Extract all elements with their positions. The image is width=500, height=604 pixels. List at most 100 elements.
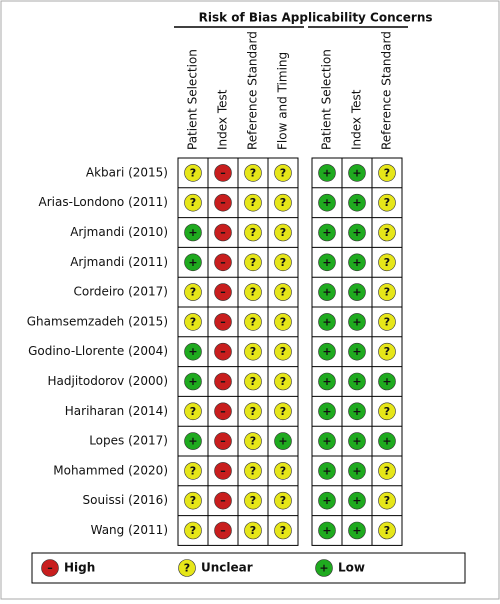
rating-circle: [214, 283, 232, 301]
rating-symbol: ?: [280, 405, 286, 418]
column-header: Flow and Timing: [276, 52, 290, 150]
rating-circle: [274, 164, 292, 182]
rating-symbol: +: [322, 405, 331, 418]
rating-symbol: +: [188, 435, 197, 448]
rating-circle: [184, 432, 202, 450]
rating-circle: [244, 164, 262, 182]
rating-symbol: ?: [280, 166, 286, 179]
column-header: Index Test: [216, 89, 230, 150]
rating-symbol: ?: [250, 196, 256, 209]
rating-circle: [214, 491, 232, 510]
rating-circle: [274, 342, 292, 361]
rating-circle: [318, 253, 336, 272]
rating-symbol: ?: [190, 524, 196, 537]
study-label: Ghamsemzadeh (2015): [27, 314, 168, 328]
rating-circle: [318, 223, 336, 242]
rating-symbol: +: [322, 375, 331, 388]
rating-symbol: +: [352, 345, 361, 358]
legend-circle: [41, 559, 59, 577]
rating-symbol: ?: [280, 464, 286, 477]
rating-circle: [378, 342, 396, 361]
rating-symbol: ?: [250, 375, 256, 388]
rating-symbol: ?: [384, 345, 390, 358]
rating-circle: [244, 462, 262, 480]
rating-circle: [274, 521, 292, 540]
rating-circle: [184, 372, 202, 391]
rating-symbol: –: [220, 524, 226, 537]
rating-symbol: ?: [250, 166, 256, 179]
rating-symbol: –: [220, 375, 226, 388]
rating-circle: [348, 521, 366, 540]
column-header: Reference Standard: [380, 31, 394, 150]
rating-circle: [244, 313, 262, 331]
column-header: Index Test: [350, 89, 364, 150]
rating-circle: [318, 491, 336, 510]
study-label: Akbari (2015): [86, 165, 168, 179]
rating-symbol: +: [322, 286, 331, 299]
rating-circle: [378, 223, 396, 242]
rating-circle: [318, 342, 336, 361]
rating-circle: [244, 253, 262, 272]
rating-circle: [348, 164, 366, 182]
legend-label: Low: [338, 561, 365, 575]
rating-circle: [244, 342, 262, 361]
rating-circle: [318, 313, 336, 331]
rating-symbol: ?: [280, 494, 286, 507]
rating-circle: [318, 193, 336, 212]
column-header: Patient Selection: [186, 49, 200, 150]
rating-symbol: ?: [280, 226, 286, 239]
rating-circle: [244, 491, 262, 510]
rating-circle: [244, 432, 262, 450]
study-label: Mohammed (2020): [53, 463, 168, 477]
rating-symbol: +: [188, 345, 197, 358]
rating-circle: [184, 164, 202, 182]
rating-circle: [274, 193, 292, 212]
rating-symbol: +: [322, 464, 331, 477]
rating-circle: [378, 313, 396, 331]
rating-circle: [348, 491, 366, 510]
rating-circle: [378, 164, 396, 182]
rating-symbol: ?: [384, 494, 390, 507]
rating-circle: [318, 462, 336, 480]
rating-circle: [184, 313, 202, 331]
rating-circle: [274, 462, 292, 480]
rating-circle: [318, 372, 336, 391]
rating-circle: [214, 193, 232, 212]
rating-symbol: +: [352, 226, 361, 239]
legend-label: High: [64, 561, 95, 575]
rating-symbol: +: [352, 196, 361, 209]
rating-symbol: +: [322, 256, 331, 269]
rating-symbol: –: [220, 166, 226, 179]
rating-symbol: ?: [250, 494, 256, 507]
rating-symbol: ?: [250, 405, 256, 418]
rating-circle: [214, 372, 232, 391]
rating-circle: [378, 491, 396, 510]
rating-symbol: +: [352, 256, 361, 269]
rating-symbol: +: [322, 524, 331, 537]
rating-symbol: +: [322, 345, 331, 358]
rating-symbol: ?: [384, 256, 390, 269]
rating-symbol: +: [382, 435, 391, 448]
rating-circle: [378, 283, 396, 301]
rating-circle: [378, 193, 396, 212]
rating-symbol: –: [220, 464, 226, 477]
study-label: Hariharan (2014): [65, 404, 168, 418]
rating-circle: [184, 342, 202, 361]
rating-circle: [214, 402, 232, 421]
rating-symbol: ?: [250, 524, 256, 537]
rating-circle: [274, 402, 292, 421]
rating-circle: [378, 253, 396, 272]
rating-circle: [244, 521, 262, 540]
rating-circle: [274, 432, 292, 450]
rating-symbol: ?: [384, 286, 390, 299]
rating-circle: [244, 283, 262, 301]
rating-circle: [348, 283, 366, 301]
rating-symbol: +: [278, 435, 287, 448]
rating-symbol: ?: [280, 315, 286, 328]
rating-symbol: +: [352, 286, 361, 299]
rating-circle: [214, 432, 232, 450]
rating-symbol: +: [382, 375, 391, 388]
study-label: Cordeiro (2017): [73, 285, 168, 299]
